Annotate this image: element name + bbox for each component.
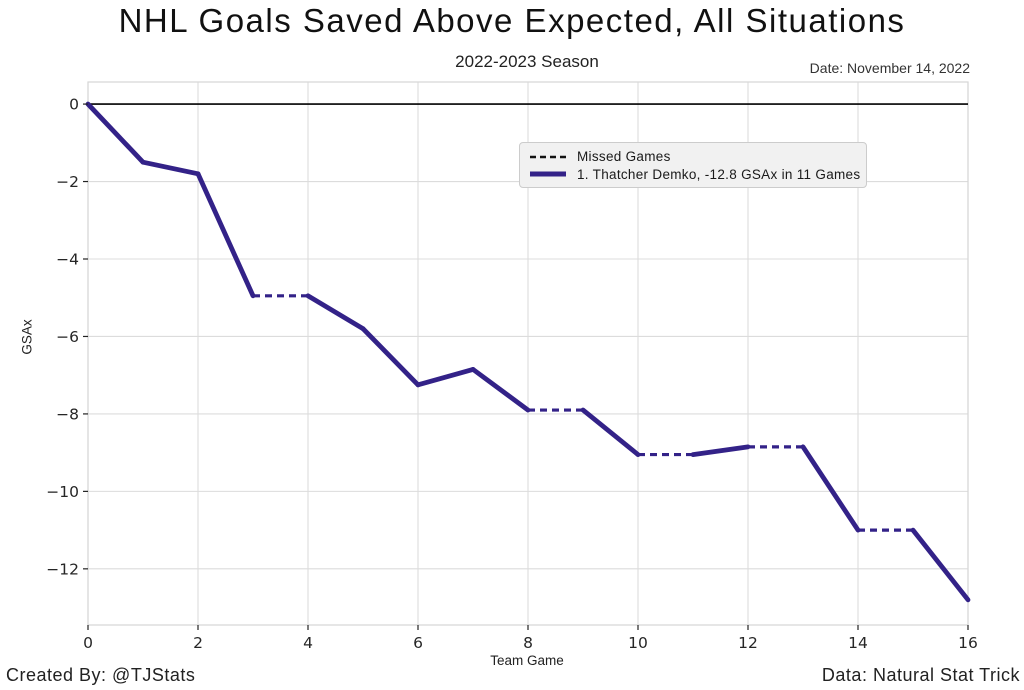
series-line-segment bbox=[140, 159, 201, 177]
y-tick-label: 0 bbox=[69, 96, 79, 114]
y-tick-label: −12 bbox=[46, 560, 79, 578]
x-tick-label: 14 bbox=[848, 634, 868, 652]
x-tick-label: 10 bbox=[628, 634, 648, 652]
x-tick-label: 4 bbox=[303, 634, 313, 652]
y-tick-label: −2 bbox=[56, 173, 79, 191]
x-tick-label: 2 bbox=[193, 634, 203, 652]
series-line-segment bbox=[690, 444, 751, 457]
x-tick-label: 12 bbox=[738, 634, 758, 652]
series-line-segment bbox=[415, 366, 476, 388]
y-tick-label: −10 bbox=[46, 483, 79, 501]
legend: Missed Games 1. Thatcher Demko, -12.8 GS… bbox=[519, 142, 867, 188]
y-tick-label: −4 bbox=[56, 250, 79, 268]
series-line-segment bbox=[580, 407, 641, 457]
legend-item-missed-games: Missed Games bbox=[529, 148, 857, 166]
x-tick-label: 6 bbox=[413, 634, 423, 652]
y-tick-label: −6 bbox=[56, 328, 79, 346]
x-axis-label: Team Game bbox=[490, 653, 564, 668]
y-axis-label: GSAx bbox=[19, 319, 35, 355]
chart-subtitle: 2022-2023 Season bbox=[455, 52, 599, 71]
series-line-segment bbox=[195, 171, 256, 299]
solid-line-sample-icon bbox=[530, 171, 566, 177]
x-tick-label: 0 bbox=[83, 634, 93, 652]
series-line-segment bbox=[305, 293, 366, 332]
credit-left: Created By: @TJStats bbox=[6, 665, 196, 685]
series-line-segment bbox=[910, 527, 971, 603]
series-line-segment bbox=[470, 366, 531, 413]
x-tick-label: 8 bbox=[523, 634, 533, 652]
chart-title: NHL Goals Saved Above Expected, All Situ… bbox=[118, 2, 906, 39]
legend-item-series: 1. Thatcher Demko, -12.8 GSAx in 11 Game… bbox=[529, 166, 861, 184]
series-line-segment bbox=[85, 101, 146, 165]
series-line-segment bbox=[800, 444, 861, 533]
legend-label-missed-games: Missed Games bbox=[577, 149, 671, 165]
y-tick-label: −8 bbox=[56, 405, 79, 423]
series-line-segment bbox=[360, 326, 421, 388]
credit-right: Data: Natural Stat Trick bbox=[821, 665, 1020, 685]
legend-label-series: 1. Thatcher Demko, -12.8 GSAx in 11 Game… bbox=[577, 166, 861, 182]
date-label: Date: November 14, 2022 bbox=[809, 60, 970, 76]
x-tick-label: 16 bbox=[958, 634, 978, 652]
dashed-line-sample-icon bbox=[530, 155, 566, 158]
